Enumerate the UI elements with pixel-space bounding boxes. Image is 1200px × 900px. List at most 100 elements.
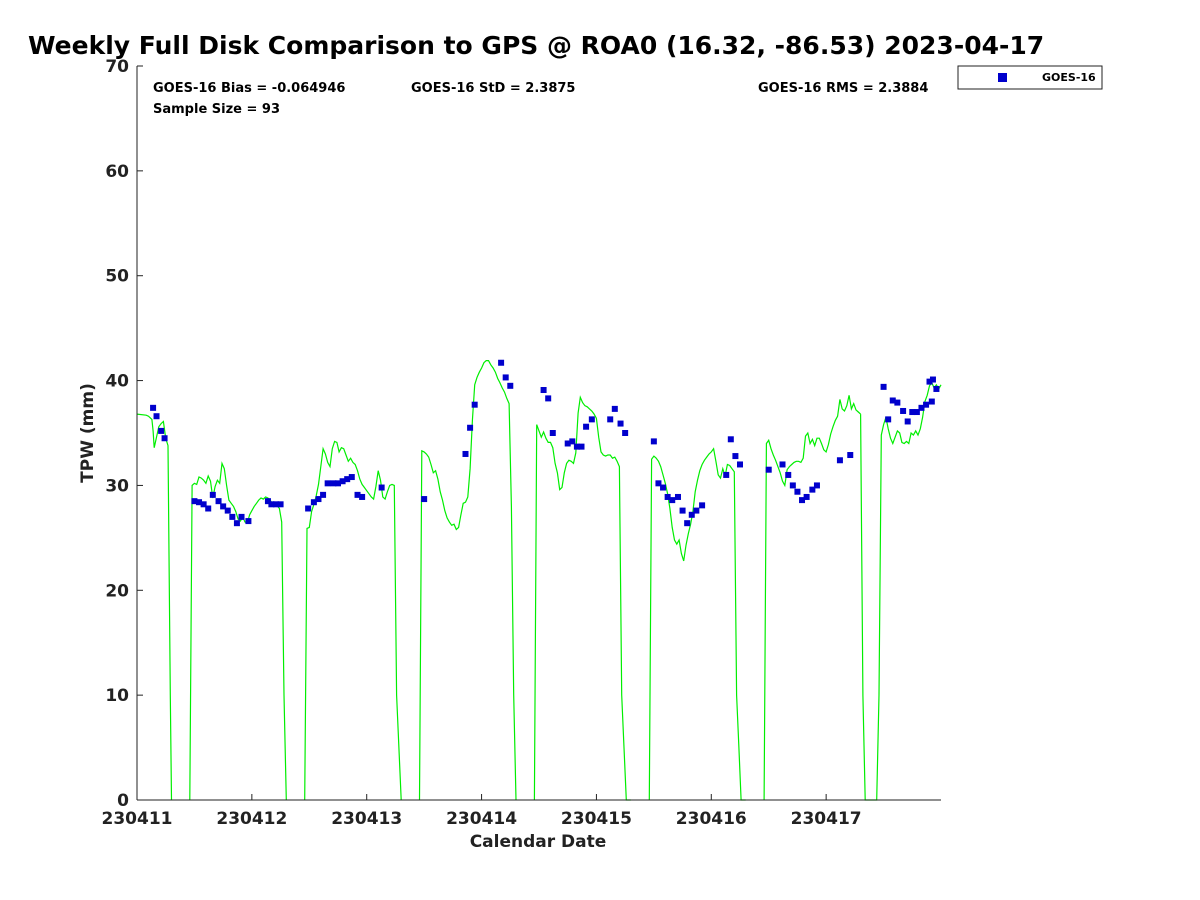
goes16-point [209,491,216,498]
y-tick-label: 40 [105,372,129,392]
goes16-point [664,493,671,500]
x-axis-label: Calendar Date [470,832,607,852]
gps-line-layer [136,360,942,801]
legend-box [957,65,1103,90]
goes16-point [220,503,227,510]
y-tick-label: 0 [117,791,129,811]
gps-line-segment [859,381,942,801]
y-tick-label: 70 [105,57,129,77]
goes16-point [268,501,275,508]
goes16-point [545,395,552,402]
goes16-point [611,405,618,412]
goes16-point [264,498,271,505]
goes16-point [926,378,933,385]
gps-line-segment [136,413,173,801]
goes-points-layer [150,359,940,527]
goes16-point [215,498,222,505]
goes16-point [315,496,322,503]
y-tick-label: 10 [105,686,129,706]
goes16-point [894,399,901,406]
x-ticks: 230411 230412 230413 230414 230415 230416 2304… [102,794,862,829]
gps-line-segment [189,461,287,801]
goes16-point [794,488,801,495]
goes16-point [765,466,772,473]
plot-frame [137,66,941,800]
goes16-point [789,482,796,489]
goes16-point [660,484,667,491]
goes16-point [277,501,284,508]
goes16-point [564,440,571,447]
goes16-point [498,359,505,366]
std-stat: GOES-16 StD = 2.3875 [411,81,575,96]
goes16-point [909,409,916,416]
gps-line-segment [304,440,402,801]
goes16-point [502,374,509,381]
goes16-point [569,438,576,445]
goes16-point [607,416,614,423]
goes16-point [245,518,252,525]
goes16-point [727,436,734,443]
goes16-point [238,513,245,520]
goes16-point [674,493,681,500]
gps-line-segment [533,395,631,801]
goes16-point [421,496,428,503]
x-tick-label: 230414 [446,809,517,829]
legend-marker-goes16 [998,73,1007,82]
goes16-point [161,435,168,442]
x-tick-label: 230412 [216,809,287,829]
y-tick-label: 60 [105,162,129,182]
x-tick-label: 230411 [102,809,173,829]
goes16-point [153,413,160,420]
goes16-point [785,471,792,478]
x-tick-label: 230413 [331,809,402,829]
goes16-point [348,474,355,481]
goes16-point [913,409,920,416]
y-axis-label: TPW (mm) [78,383,98,483]
goes16-point [549,430,556,436]
goes16-point [737,461,743,468]
chart-title: Weekly Full Disk Comparison to GPS @ ROA… [28,31,1044,60]
legend: GOES-16 [957,65,1103,90]
goes16-point [622,430,629,436]
goes16-point [588,416,595,423]
goes16-point [904,418,911,425]
goes16-point [889,397,896,404]
goes16-point [813,482,820,489]
goes16-point [933,385,940,392]
goes16-point [583,423,590,430]
goes16-point [191,498,198,505]
goes16-point [880,383,887,390]
plot-area: 0 10 20 30 40 50 60 70 230411 230412 230413 230414… [102,57,942,829]
goes16-point [378,484,385,491]
goes16-point [650,438,657,445]
goes16-point [354,491,361,498]
goes16-point [679,507,686,514]
y-ticks: 0 10 20 30 40 50 60 70 [105,57,143,811]
goes16-point [229,513,236,520]
goes16-point [324,480,331,487]
goes16-point [320,491,327,498]
y-tick-label: 20 [105,581,129,601]
goes16-point [847,452,854,459]
goes16-point [928,398,935,405]
goes16-point [150,404,157,411]
legend-label-goes16: GOES-16 [1042,71,1096,84]
goes16-point [669,497,676,504]
bias-stat: GOES-16 Bias = -0.064946 [153,81,345,96]
goes16-point [693,507,700,514]
goes16-point [339,478,346,485]
goes16-point [809,486,816,493]
goes16-point [196,499,203,506]
goes16-point [836,457,843,464]
goes16-point [310,499,317,506]
goes16-point [158,427,165,434]
goes16-point [655,480,662,487]
goes16-point [224,507,231,514]
goes16-point [684,520,691,527]
goes16-point [688,511,695,518]
goes16-point [272,501,279,508]
goes16-point [462,450,469,457]
goes16-point [923,401,930,408]
goes16-point [471,401,478,408]
goes16-point [699,502,706,509]
